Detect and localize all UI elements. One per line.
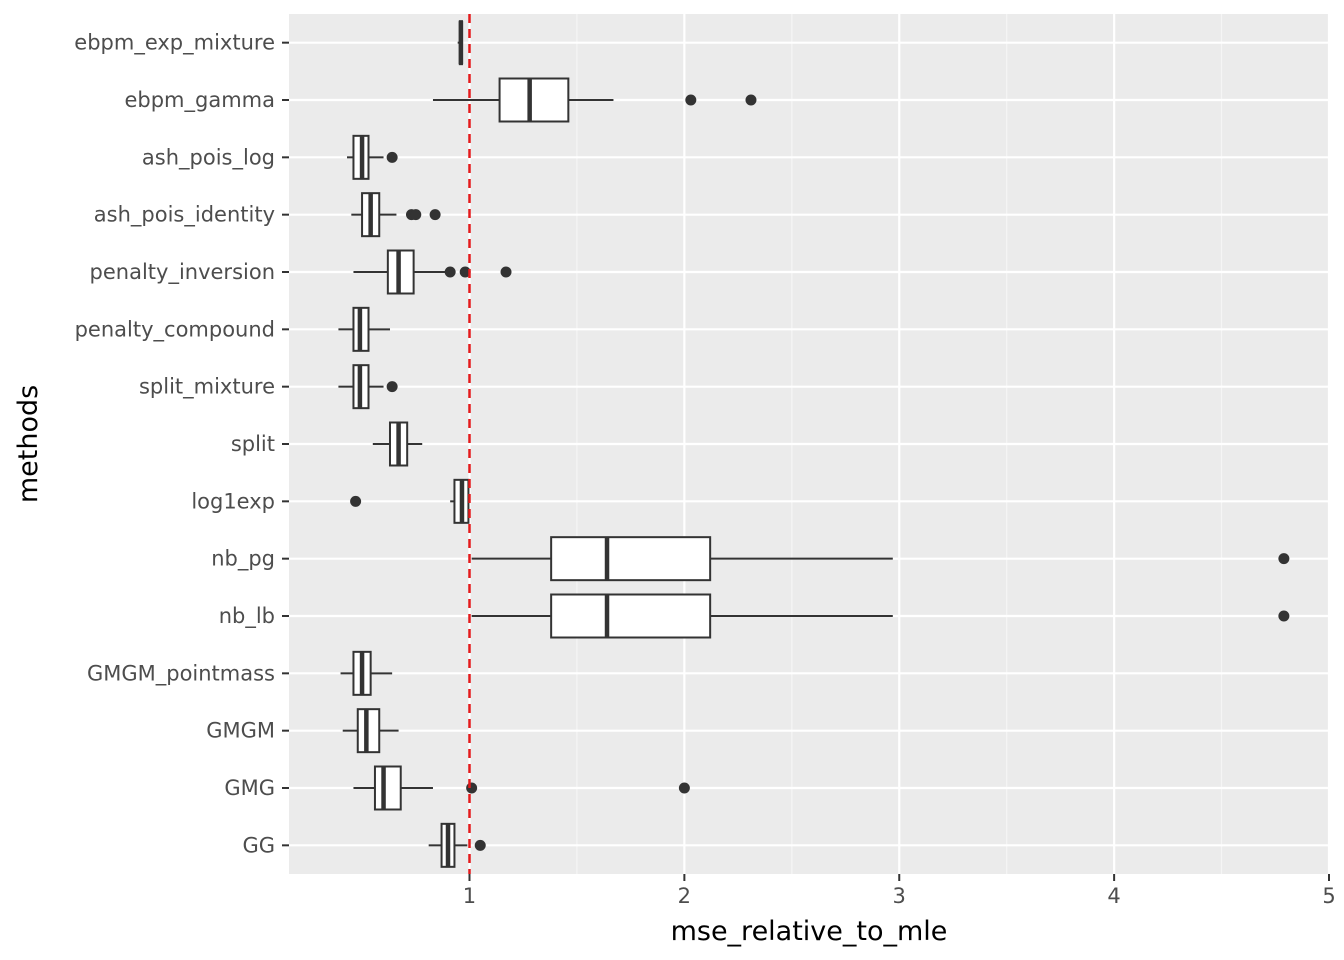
x-axis: 1 2 3 4 5 [463, 874, 1336, 908]
box-iqr [373, 765, 402, 811]
box-ash_pois_log [347, 134, 398, 180]
outlier-point [459, 266, 471, 278]
y-tick-label: nb_lb [219, 604, 275, 629]
y-tick-label: log1exp [191, 489, 275, 513]
y-tick-label: GMG [224, 776, 275, 800]
y-tick-label: ash_pois_identity [94, 203, 275, 228]
y-tick-label: GMGM [206, 719, 275, 743]
box-ash_pois_identity [351, 192, 441, 238]
box-iqr [550, 593, 712, 639]
y-tick-label: split [231, 432, 275, 456]
y-tick-label: ash_pois_log [142, 145, 275, 170]
outlier-point [429, 209, 441, 221]
box-iqr [550, 536, 712, 582]
box-split_mixture [338, 364, 398, 410]
x-tick-label: 4 [1107, 884, 1120, 908]
outlier-point [410, 209, 422, 221]
box-iqr [498, 77, 570, 123]
y-axis: ebpm_exp_mixture ebpm_gamma ash_pois_logas… [74, 31, 289, 857]
outlier-point [386, 381, 398, 393]
outlier-point [500, 266, 512, 278]
box-GG [428, 822, 486, 868]
y-tick-label: ebpm_exp_mixture [74, 31, 275, 56]
x-tick-label: 2 [678, 884, 691, 908]
y-tick-label: nb_pg [211, 547, 275, 572]
box-nb_lb [471, 593, 1290, 639]
y-axis-title: methods [13, 385, 44, 503]
y-tick-label: GMGM_pointmass [87, 661, 275, 686]
x-axis-title: mse_relative_to_mle [671, 916, 948, 947]
major-gridlines [289, 14, 1331, 874]
outlier-point [386, 151, 398, 163]
box-nb_pg [471, 536, 1290, 582]
outlier-point [444, 266, 456, 278]
box-GMGM [342, 708, 399, 754]
outlier-point [1278, 610, 1290, 622]
y-tick-label: GG [242, 833, 275, 857]
outlier-point [350, 495, 362, 507]
x-tick-label: 5 [1322, 884, 1335, 908]
box-penalty_inversion [353, 249, 512, 295]
y-tick-label: penalty_inversion [90, 260, 275, 285]
outlier-point [745, 94, 757, 106]
x-tick-label: 3 [893, 884, 906, 908]
box-log1exp [350, 478, 470, 524]
box-split [372, 421, 423, 467]
outlier-point [685, 94, 697, 106]
y-tick-label: penalty_compound [75, 317, 275, 342]
box-ebpm_exp_mixture [457, 20, 464, 66]
box-ebpm_gamma [432, 77, 757, 123]
box-penalty_compound [338, 306, 390, 352]
outlier-point [678, 782, 690, 794]
outlier-point [466, 782, 478, 794]
y-tick-label: ebpm_gamma [124, 88, 275, 113]
x-tick-label: 1 [463, 884, 476, 908]
y-tick-label: split_mixture [139, 375, 275, 400]
box-series [338, 20, 1290, 868]
outlier-point [474, 839, 486, 851]
outlier-point [1278, 553, 1290, 565]
box-GMGM_pointmass [340, 650, 393, 696]
